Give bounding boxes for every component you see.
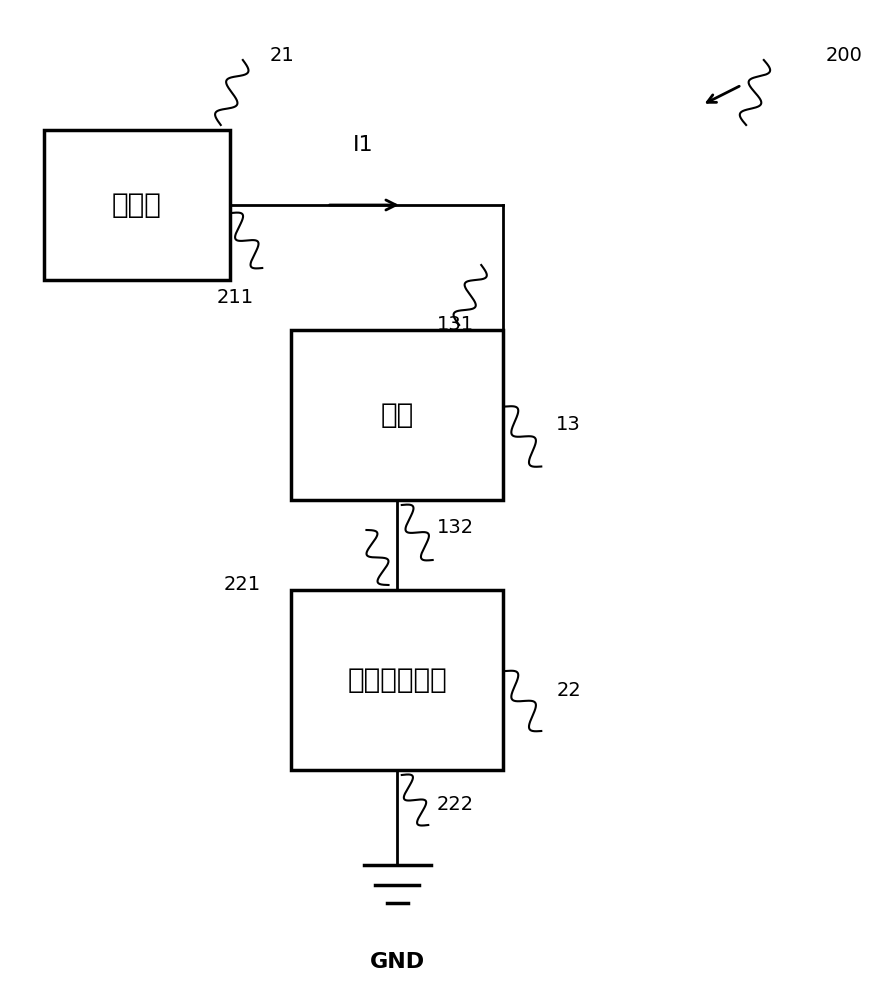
Text: GND: GND	[370, 952, 425, 972]
Text: 200: 200	[826, 46, 863, 65]
Text: 负载: 负载	[381, 401, 414, 429]
Text: 21: 21	[269, 46, 294, 65]
Text: 131: 131	[437, 315, 474, 334]
Text: 纹波抑制电路: 纹波抑制电路	[348, 666, 447, 694]
Bar	[291, 330, 503, 500]
Text: 13: 13	[556, 416, 581, 434]
Text: 222: 222	[437, 795, 474, 814]
Bar	[44, 130, 230, 280]
Text: I1: I1	[353, 135, 374, 155]
Text: 132: 132	[437, 518, 474, 537]
Text: 211: 211	[216, 288, 253, 307]
Bar	[291, 590, 503, 770]
Text: 22: 22	[556, 680, 581, 700]
Text: 电流源: 电流源	[112, 191, 162, 219]
Text: 221: 221	[223, 575, 260, 594]
